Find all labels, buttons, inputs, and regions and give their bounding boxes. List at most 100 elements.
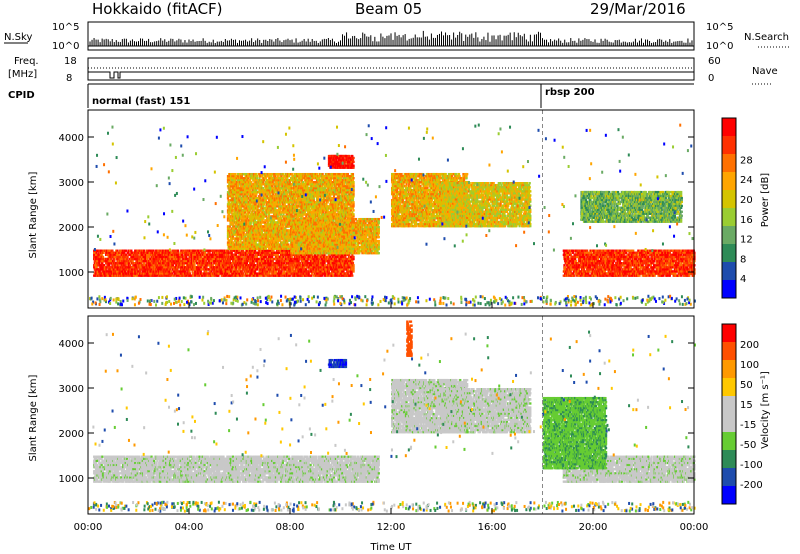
range-cell bbox=[351, 274, 353, 276]
range-cell bbox=[305, 258, 307, 260]
range-cell bbox=[98, 260, 100, 262]
power-heatmap bbox=[89, 110, 696, 308]
range-cell bbox=[327, 274, 329, 276]
range-cell bbox=[335, 258, 337, 260]
range-cell bbox=[292, 262, 294, 264]
range-cell bbox=[272, 266, 274, 268]
range-cell bbox=[113, 254, 115, 256]
range-cell bbox=[273, 264, 275, 266]
range-cell bbox=[127, 252, 129, 254]
range-cell bbox=[119, 272, 121, 274]
range-cell bbox=[305, 264, 307, 266]
range-cell bbox=[111, 250, 113, 252]
range-cell bbox=[101, 268, 103, 270]
range-cell bbox=[291, 256, 293, 258]
range-cell bbox=[183, 264, 185, 266]
range-cell bbox=[282, 272, 284, 274]
range-cell bbox=[270, 272, 272, 274]
range-cell bbox=[311, 252, 313, 254]
range-cell bbox=[231, 264, 233, 266]
freq-strip: Freq. [MHz] 18 8 60 0 Nave bbox=[8, 56, 778, 84]
range-cell bbox=[235, 268, 237, 270]
range-cell bbox=[282, 268, 284, 270]
range-cell bbox=[118, 254, 120, 256]
range-cell bbox=[265, 274, 267, 276]
range-cell bbox=[131, 272, 133, 274]
range-cell bbox=[281, 274, 283, 276]
range-cell bbox=[249, 274, 251, 276]
range-cell bbox=[121, 260, 123, 262]
freq-unit-label: [MHz] bbox=[8, 69, 37, 80]
range-cell bbox=[116, 256, 118, 258]
range-cell bbox=[349, 258, 351, 260]
range-cell bbox=[215, 254, 217, 256]
range-cell bbox=[293, 268, 295, 270]
range-cell bbox=[235, 262, 237, 264]
range-cell bbox=[341, 266, 343, 268]
freq-top-tick: 18 bbox=[64, 56, 77, 67]
range-cell bbox=[320, 260, 322, 262]
range-cell bbox=[152, 250, 154, 252]
range-cell bbox=[113, 270, 115, 272]
range-cell bbox=[183, 260, 185, 262]
range-cell bbox=[150, 266, 152, 268]
range-cell bbox=[114, 256, 116, 258]
range-cell bbox=[302, 252, 304, 254]
cpid-mode-2: rbsp 200 bbox=[545, 87, 595, 98]
range-cell bbox=[115, 268, 117, 270]
range-cell bbox=[254, 272, 256, 274]
range-cell bbox=[158, 266, 160, 268]
range-cell bbox=[328, 270, 330, 272]
range-cell bbox=[208, 268, 210, 270]
range-cell bbox=[243, 266, 245, 268]
range-cell bbox=[238, 250, 240, 252]
range-cell bbox=[96, 266, 98, 268]
range-cell bbox=[123, 266, 125, 268]
range-cell bbox=[183, 262, 185, 264]
range-cell bbox=[205, 256, 207, 258]
range-cell bbox=[128, 266, 130, 268]
range-cell bbox=[168, 260, 170, 262]
range-cell bbox=[198, 252, 200, 254]
range-cell bbox=[308, 250, 310, 252]
range-cell bbox=[352, 256, 354, 258]
range-cell bbox=[246, 262, 248, 264]
range-cell bbox=[170, 270, 172, 272]
range-cell bbox=[289, 260, 291, 262]
range-cell bbox=[174, 250, 176, 252]
range-cell bbox=[344, 260, 346, 262]
range-cell bbox=[287, 266, 289, 268]
range-cell bbox=[200, 270, 202, 272]
range-cell bbox=[123, 252, 125, 254]
range-cell bbox=[310, 274, 312, 276]
range-cell bbox=[336, 256, 338, 258]
range-cell bbox=[221, 254, 223, 256]
range-cell bbox=[108, 264, 110, 266]
range-cell bbox=[334, 268, 336, 270]
range-cell bbox=[330, 252, 332, 254]
range-cell bbox=[100, 250, 102, 252]
range-cell bbox=[264, 270, 266, 272]
range-cell bbox=[246, 272, 248, 274]
range-cell bbox=[314, 256, 316, 258]
range-cell bbox=[125, 250, 127, 252]
range-cell bbox=[169, 268, 171, 270]
range-cell bbox=[259, 272, 261, 274]
range-cell bbox=[120, 258, 122, 260]
range-cell bbox=[322, 250, 324, 252]
range-cell bbox=[189, 256, 191, 258]
range-cell bbox=[230, 274, 232, 276]
nsky-label: N.Sky bbox=[4, 32, 32, 43]
range-cell bbox=[116, 250, 118, 252]
range-cell bbox=[256, 268, 258, 270]
range-cell bbox=[241, 256, 243, 258]
range-cell bbox=[341, 256, 343, 258]
range-cell bbox=[204, 252, 206, 254]
range-cell bbox=[155, 260, 157, 262]
range-cell bbox=[140, 262, 142, 264]
range-cell bbox=[286, 264, 288, 266]
range-cell bbox=[310, 266, 312, 268]
range-cell bbox=[351, 260, 353, 262]
range-cell bbox=[176, 274, 178, 276]
range-cell bbox=[169, 262, 171, 264]
